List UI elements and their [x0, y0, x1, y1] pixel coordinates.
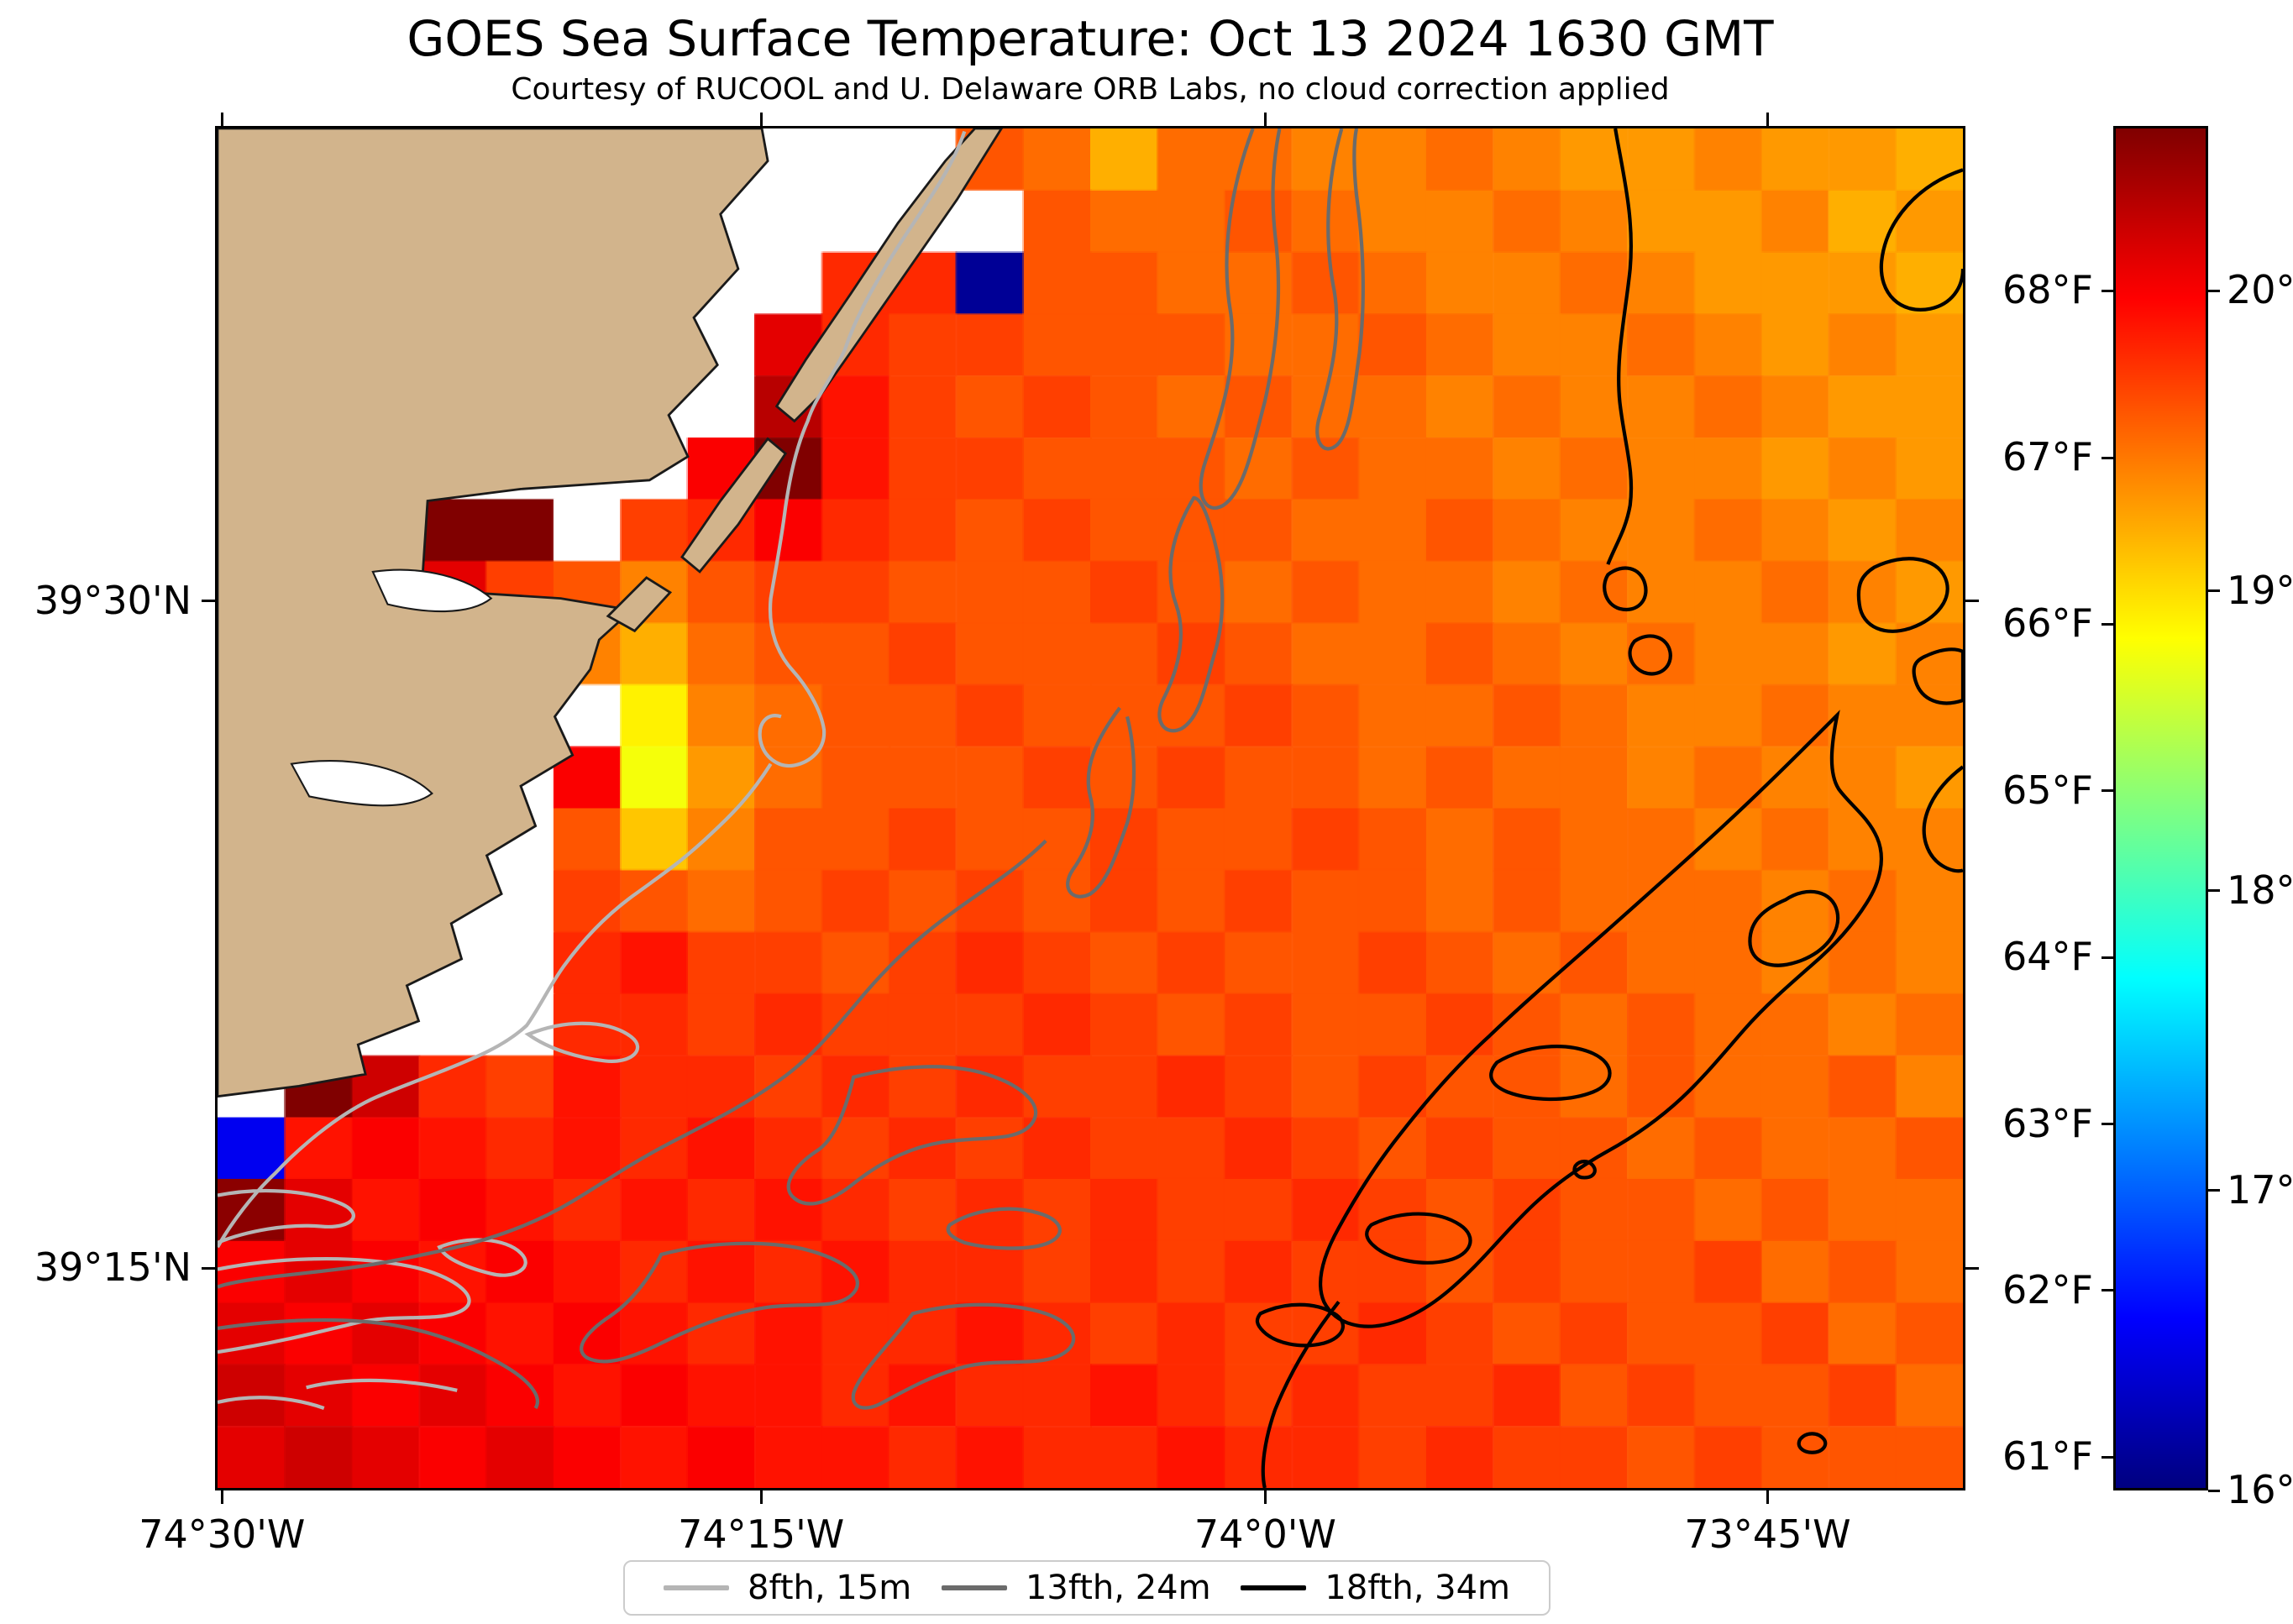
colorbar-f-tick-label: 63°F [2002, 1100, 2093, 1146]
inland-water-1 [371, 568, 493, 613]
land-polygon [218, 128, 769, 1098]
colorbar-f-tick-label: 65°F [2002, 767, 2093, 813]
colorbar [2113, 126, 2208, 1490]
colorbar-f-tick-label: 61°F [2002, 1433, 2093, 1480]
x-tick-label: 73°45'W [1684, 1511, 1851, 1557]
colorbar-f-tick-mark [2101, 956, 2113, 959]
colorbar-f-tick-label: 68°F [2002, 267, 2093, 313]
barrier-island-1 [774, 128, 1004, 423]
y-tick-mark [202, 1266, 215, 1270]
colorbar-c-tick-label: 17°C [2227, 1166, 2293, 1213]
y-tick-label: 39°30'N [34, 577, 192, 623]
colorbar-c-tick-mark [2208, 589, 2220, 593]
x-tick-mark [220, 1490, 223, 1504]
depth-contour-13fth [218, 128, 1365, 1410]
inland-water-2 [290, 760, 433, 807]
legend-label-8fth: 8fth, 15m [748, 1569, 912, 1607]
x-tick-mark-top [1263, 113, 1267, 126]
colorbar-f-tick-label: 67°F [2002, 434, 2093, 479]
colorbar-f-tick-mark [2101, 622, 2113, 626]
colorbar-f-tick-mark [2101, 789, 2113, 793]
barrier-island-3 [606, 576, 673, 633]
colorbar-f-tick-label: 62°F [2002, 1266, 2093, 1312]
x-tick-label: 74°30'W [139, 1511, 306, 1557]
depth-contour-18fth [1255, 128, 1963, 1488]
colorbar-f-tick-mark [2101, 289, 2113, 292]
legend-line-sample-18fth [1241, 1585, 1307, 1590]
depth-contour-legend: 8fth, 15m 13fth, 24m 18fth, 34m [623, 1560, 1551, 1616]
x-tick-label: 74°0'W [1194, 1511, 1336, 1557]
colorbar-c-tick-label: 19°C [2227, 567, 2293, 613]
legend-item-13fth: 13fth, 24m [941, 1569, 1211, 1607]
colorbar-c-tick-mark [2208, 889, 2220, 893]
x-tick-mark-top [759, 113, 763, 126]
x-tick-mark-top [1766, 113, 1769, 126]
colorbar-f-tick-mark [2101, 456, 2113, 459]
y-tick-mark [202, 600, 215, 602]
legend-item-8fth: 8fth, 15m [664, 1569, 911, 1607]
chart-title: GOES Sea Surface Temperature: Oct 13 202… [407, 10, 1774, 67]
colorbar-c-tick-label: 18°C [2227, 867, 2293, 913]
legend-item-18fth: 18fth, 34m [1241, 1569, 1510, 1607]
colorbar-f-tick-label: 64°F [2002, 934, 2093, 979]
x-tick-label: 74°15'W [678, 1511, 845, 1557]
colorbar-c-tick-mark [2208, 289, 2220, 292]
legend-label-13fth: 13fth, 24m [1025, 1569, 1211, 1607]
x-tick-mark [1263, 1490, 1267, 1504]
legend-line-sample-8fth [664, 1585, 729, 1590]
map-overlay [218, 128, 1963, 1488]
colorbar-c-tick-label: 16°C [2227, 1467, 2293, 1512]
y-tick-mark-right [1965, 1266, 1979, 1270]
colorbar-f-tick-mark [2101, 1123, 2113, 1126]
colorbar-gradient [2116, 128, 2206, 1488]
colorbar-f-tick-mark [2101, 1455, 2113, 1459]
y-tick-mark-right [1965, 600, 1979, 602]
colorbar-c-tick-mark [2208, 1489, 2220, 1492]
legend-label-18fth: 18fth, 34m [1325, 1569, 1510, 1607]
x-tick-mark [759, 1490, 763, 1504]
x-tick-mark [1766, 1490, 1769, 1504]
chart-subtitle: Courtesy of RUCOOL and U. Delaware ORB L… [511, 72, 1670, 107]
barrier-island-2 [680, 437, 788, 574]
colorbar-c-tick-label: 20°C [2227, 267, 2293, 313]
depth-contour-8fth [218, 130, 967, 1410]
map-plot-area [215, 126, 1965, 1490]
x-tick-mark-top [220, 113, 223, 126]
legend-line-sample-13fth [941, 1585, 1007, 1590]
colorbar-f-tick-mark [2101, 1289, 2113, 1292]
colorbar-c-tick-mark [2208, 1189, 2220, 1192]
y-tick-label: 39°15'N [34, 1244, 192, 1291]
colorbar-f-tick-label: 66°F [2002, 600, 2093, 647]
